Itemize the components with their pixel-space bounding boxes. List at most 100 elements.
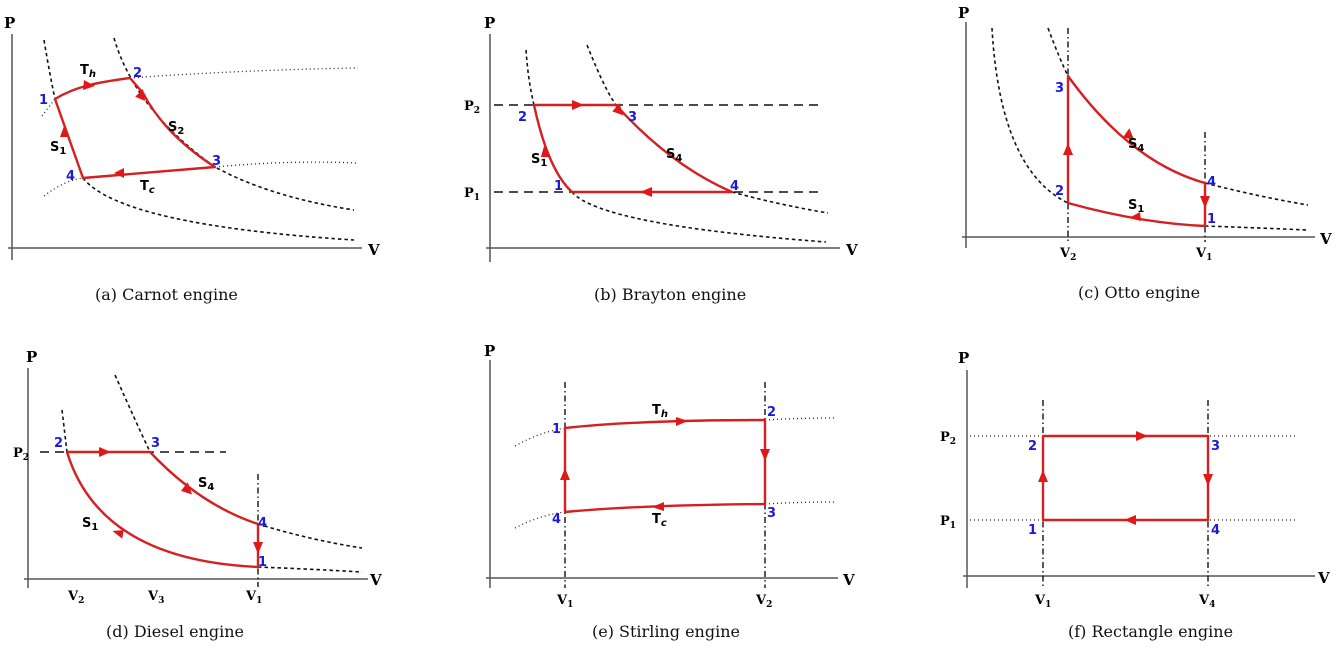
arrow-marker [83,80,95,90]
axes [486,34,840,262]
axis-label-v: V [842,571,855,589]
tick-v2: V2 [755,593,772,610]
arrow-marker [560,468,570,480]
state-4: 4 [730,179,739,194]
tick-p2: P2 [13,446,29,463]
tick-v1: V1 [1195,246,1212,263]
label-th: Th [80,63,96,80]
axis-label-p: P [26,348,37,366]
state-3: 3 [628,110,637,125]
state-1: 1 [554,179,563,194]
adiabat-curves [61,374,363,573]
arrow-marker [572,100,584,110]
label-s4: S4 [666,147,682,164]
arrow-marker [1203,474,1213,486]
state-1: 1 [552,422,561,437]
state-3: 3 [151,436,160,451]
isotherm-extensions [514,417,835,529]
label-s1: S1 [1128,198,1144,215]
state-3: 3 [212,154,221,169]
tick-p1: P1 [940,514,956,531]
axes [8,34,362,260]
arrow-marker [541,146,550,157]
state-2: 2 [1055,184,1064,199]
state-2: 2 [133,66,142,81]
stirling-cycle-path [563,418,767,514]
axes [962,22,1315,248]
otto-cycle-path [1066,74,1207,228]
caption-brayton: (b) Brayton engine [594,285,746,304]
arrow-marker [652,502,664,511]
isochore-lines [564,382,766,588]
panel-stirling: P V V1 V2 1 2 3 4 Th Tc (e) Stirling eng… [484,342,855,641]
caption-stirling: (e) Stirling engine [592,622,740,641]
panel-brayton: P V P2 P1 2 3 4 1 S4 S1 (b) Brayton engi… [464,14,858,304]
caption-diesel: (d) Diesel engine [106,622,244,641]
tick-v2: V2 [67,589,84,606]
arrow-marker [1038,470,1048,482]
caption-rectangle: (f) Rectangle engine [1068,622,1233,641]
state-3: 3 [767,506,776,521]
caption-carnot: (a) Carnot engine [95,285,238,304]
arrow-marker [253,542,263,554]
tick-p2: P2 [464,99,480,116]
arrow-marker [640,187,652,197]
axis-label-v: V [845,241,858,259]
arrow-marker [1129,212,1141,221]
axis-label-p: P [484,14,495,32]
label-tc: Tc [652,512,667,529]
arrow-marker [1200,196,1210,208]
arrow-marker [1123,128,1135,141]
arrow-marker [760,449,770,461]
arrow-marker [1063,143,1073,155]
isobar-lines [494,104,822,193]
isochore-lines [1042,400,1209,588]
tick-v1: V1 [556,593,573,610]
label-tc: Tc [140,179,155,196]
adiabat-curves [991,27,1309,231]
arrow-marker [114,168,124,178]
panel-carnot: P V 1 2 3 4 Th S2 Tc S1 (a) Carnot engin… [4,14,380,304]
axes [486,360,838,588]
arrow-marker [135,88,146,101]
tick-v4: V4 [1198,593,1215,610]
axis-label-v: V [369,571,382,589]
state-2: 2 [518,110,527,125]
brayton-cycle-path [532,103,734,194]
rectangle-cycle-path [1041,434,1210,522]
arrow-marker [112,529,124,539]
label-s1: S1 [82,516,98,533]
state-4: 4 [1207,175,1216,190]
state-4: 4 [1211,523,1220,538]
tick-p1: P1 [464,186,480,203]
state-1: 1 [39,93,48,108]
carnot-cycle-path [53,76,217,180]
label-s2: S2 [168,120,184,137]
tick-v3: V3 [147,589,164,606]
axis-label-v: V [1317,569,1330,587]
state-4: 4 [552,512,561,527]
axis-label-p: P [484,342,495,360]
label-s1: S1 [50,140,66,157]
axes [24,368,368,588]
panel-rectangle: P V P2 P1 V1 V4 2 3 4 1 (f) Rectangle en… [940,349,1330,641]
tick-v1: V1 [1034,593,1051,610]
axis-label-p: P [958,349,969,367]
arrow-marker [676,417,688,426]
label-th: Th [652,403,668,420]
tick-v1: V1 [245,589,262,606]
axis-label-v: V [1319,230,1332,248]
adiabat-curves [525,44,829,243]
state-3: 3 [1055,81,1064,96]
isobar-lines [970,435,1295,521]
arrow-marker [99,447,111,457]
state-2: 2 [1028,439,1037,454]
axis-label-p: P [4,14,15,32]
arrow-marker [180,482,193,495]
isotherm-extensions [41,67,359,197]
arrow-marker [1124,515,1136,525]
diesel-cycle-path [65,450,260,569]
arrow-marker [60,126,69,137]
panel-otto: P V V2 V1 3 2 4 1 S4 S1 (c) Otto engine [958,4,1332,302]
